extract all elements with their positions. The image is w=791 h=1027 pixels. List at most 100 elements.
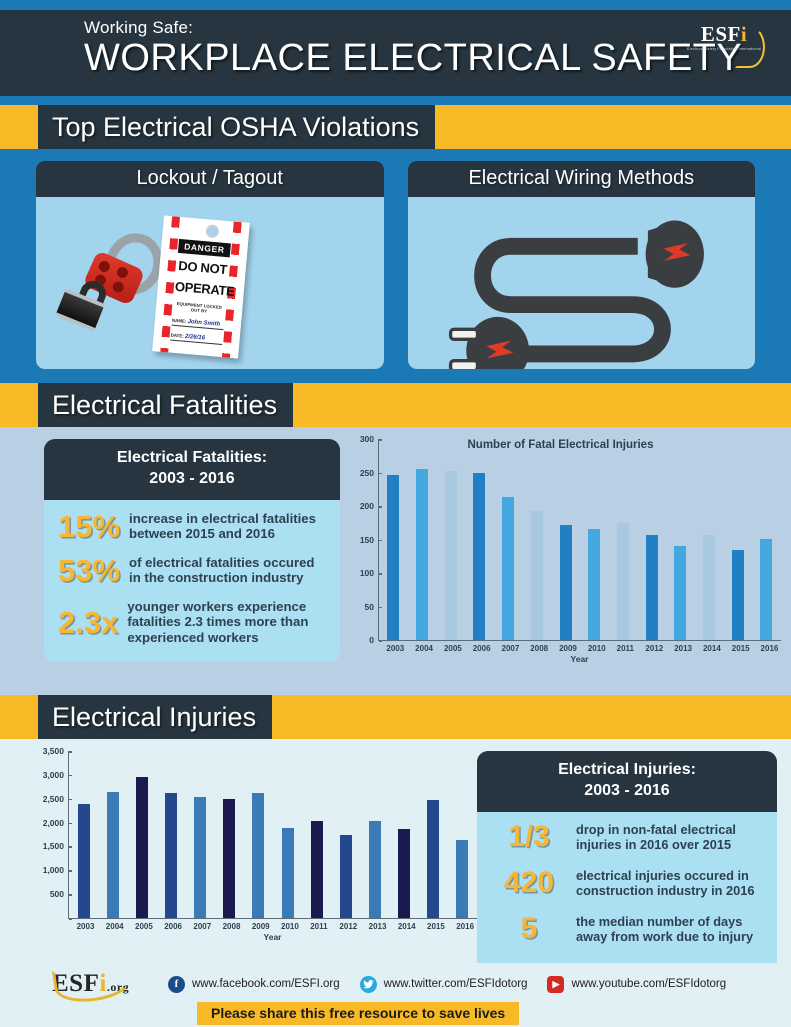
x-axis-tick: 2009 [251,922,270,931]
fatalities-chart-xaxis-title: Year [570,654,589,664]
x-axis-tick: 2010 [587,644,606,653]
tag-danger-label: DANGER [177,238,231,258]
bar-2004 [416,469,429,640]
esfi-footer-i: i [99,970,107,997]
lockout-tagout-illustration: DANGER DO NOT OPERATE EQUIPMENT LOCKED O… [36,197,384,369]
fact-row: 1/3 drop in non-fatal electrical injurie… [491,821,763,852]
section-tail-bar-injuries [272,695,791,739]
y-axis-tick: 1,500 [43,841,73,851]
section-header-fatalities: Electrical Fatalities [0,383,791,427]
x-axis-tick: 2013 [674,644,692,653]
x-axis-tick: 2014 [702,644,721,653]
y-axis-tick: 1,000 [43,865,73,875]
extension-cord-icon [448,220,704,369]
x-axis-tick: 2015 [731,644,750,653]
tag-date-value: 2/26/16 [184,333,206,342]
esfi-footer-text: ESF [52,970,100,997]
youtube-icon[interactable]: ▶ [547,975,565,993]
osha-card-body-lockout: DANGER DO NOT OPERATE EQUIPMENT LOCKED O… [36,197,384,369]
fatalities-chart-title: Number of Fatal Electrical Injuries [467,439,654,451]
bar-2006 [473,472,486,640]
section-accent-bar [0,105,38,149]
osha-card-title-lockout: Lockout / Tagout [36,161,384,197]
fact-number: 53% [58,552,121,588]
section-header-injuries: Electrical Injuries [0,695,791,739]
fatalities-chart-xlabels: 2003 2004 2005 2006 2007 2008 2009 2010 2011 2012… [378,641,781,653]
social-link-youtube[interactable]: ▶ www.youtube.com/ESFIdotorg [547,975,727,993]
injuries-card-header: Electrical Injuries: 2003 - 2016 [477,751,777,812]
masthead-eyebrow: Working Safe: [84,18,194,37]
bar-2011 [310,820,323,918]
share-banner: Please share this free resource to save … [197,1002,520,1025]
bar-2010 [588,529,601,640]
injuries-card-title: Electrical Injuries: [558,761,696,778]
y-axis-tick: 3,500 [43,746,73,756]
esfi-logo-text: ESF [700,22,741,46]
x-axis-tick: 2012 [339,922,358,931]
esfi-footer-mark: ESFi.org [52,965,148,1006]
bar-2016 [456,839,469,918]
bar-2003 [77,803,90,918]
bar-2007 [194,796,207,918]
fatalities-area: Electrical Fatalities: 2003 - 2016 15% i… [0,427,791,695]
x-axis-tick: 2011 [310,922,328,931]
fact-row: 5 the median number of days away from wo… [491,914,763,945]
x-axis-tick: 2007 [193,922,212,931]
tag-name-label: NAME: [171,317,187,324]
twitter-url[interactable]: www.twitter.com/ESFIdotorg [383,978,528,990]
bar-2009 [252,793,265,918]
plug-icon [448,316,529,369]
osha-cards-area: Lockout / Tagout DANGER DO NOT OPERATE E… [0,149,791,383]
facebook-icon[interactable]: f [168,975,185,993]
y-axis-tick: 100 [360,568,383,578]
x-axis-tick: 2012 [645,644,664,653]
section-title-plate: Top Electrical OSHA Violations [38,105,436,149]
x-axis-tick: 2007 [501,644,520,653]
section-header-osha: Top Electrical OSHA Violations [0,105,791,149]
tag-hole-icon [205,224,220,239]
bar-2013 [368,820,381,918]
x-axis-tick: 2006 [164,922,182,931]
bar-2004 [106,791,119,918]
bar-2006 [164,793,177,918]
social-link-twitter[interactable]: www.twitter.com/ESFIdotorg [359,975,528,993]
top-accent-strip [0,0,791,10]
section-title-plate-injuries: Electrical Injuries [38,695,273,739]
footer: ESFi.org f www.facebook.com/ESFI.org www… [0,959,791,1027]
fact-number: 15% [58,508,121,544]
injuries-chart-plot: 500 1,000 1,500 2,000 2,500 3,000 3,500 [43,746,477,920]
youtube-url[interactable]: www.youtube.com/ESFIdotorg [571,978,727,990]
fact-text: drop in non-fatal electrical injuries in… [576,821,736,852]
y-axis-tick: 200 [360,501,383,511]
x-axis-tick: 2004 [415,644,433,653]
bar-2007 [502,497,515,640]
x-axis-tick: 2005 [135,922,153,931]
fatalities-chart: Number of Fatal Electrical Injuries 0 50 1… [340,434,781,683]
social-link-facebook[interactable]: f www.facebook.com/ESFI.org [168,975,340,993]
section-tail-bar [435,105,791,149]
bar-2015 [731,550,744,640]
x-axis-tick: 2008 [530,644,549,653]
bar-2011 [616,522,629,640]
x-axis-tick: 2003 [76,922,95,931]
x-axis-tick: 2008 [222,922,241,931]
bar-2005 [444,471,457,640]
socket-icon [645,220,704,288]
twitter-icon[interactable] [359,975,377,993]
y-axis-tick: 2,500 [43,794,73,804]
x-axis-tick: 2003 [386,644,405,653]
x-axis-tick: 2014 [397,922,416,931]
bar-2013 [674,545,687,640]
section-accent-bar-injuries [0,695,38,739]
esfi-footer-logo[interactable]: ESFi.org [51,959,148,1007]
tag-name-value: John Smith [187,319,221,328]
y-axis-tick: 300 [360,434,383,444]
section-tail-bar-fatalities [293,383,791,427]
fact-row: 53% of electrical fatalities occured in … [58,555,326,586]
y-axis-tick: 500 [50,889,73,899]
facebook-url[interactable]: www.facebook.com/ESFI.org [192,978,340,990]
bar-2005 [135,777,148,918]
section-accent-bar-fatalities [0,383,38,427]
injuries-chart-xaxis-title: Year [263,932,282,942]
fact-text: younger workers experience fatalities 2.… [127,598,309,646]
